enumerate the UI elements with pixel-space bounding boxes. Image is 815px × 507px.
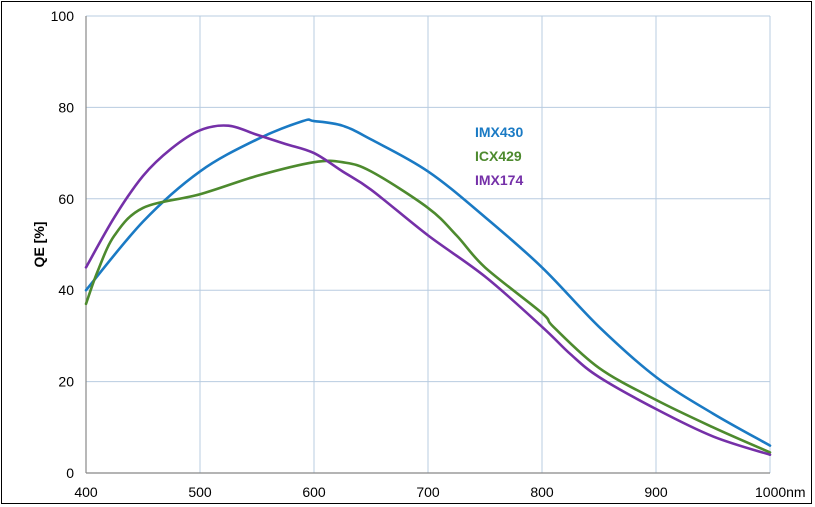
legend-item-imx174: IMX174 (475, 172, 523, 188)
x-tick-label: 900 (644, 484, 668, 500)
y-tick-label: 80 (58, 99, 74, 115)
y-axis-ticks: 0 20 40 60 80 100 (51, 8, 75, 481)
x-axis-ticks: 400 500 600 700 800 900 1000nm (74, 484, 805, 500)
grid (85, 15, 771, 474)
y-tick-label: 60 (58, 191, 74, 207)
series-lines (84, 118, 772, 456)
legend: IMX430 ICX429 IMX174 (475, 124, 523, 188)
x-tick-label: 500 (188, 484, 212, 500)
y-tick-label: 100 (51, 8, 75, 24)
y-axis-label: QE [%] (31, 222, 47, 268)
series-line-icx429 (84, 159, 772, 454)
y-tick-label: 20 (58, 374, 74, 390)
series-line-imx174 (84, 124, 772, 456)
x-tick-label: 600 (302, 484, 326, 500)
x-tick-label: 400 (74, 484, 98, 500)
y-tick-label: 40 (58, 282, 74, 298)
y-tick-label: 0 (66, 465, 74, 481)
x-tick-label: 800 (530, 484, 554, 500)
x-tick-label: 700 (416, 484, 440, 500)
legend-item-icx429: ICX429 (475, 148, 522, 164)
legend-item-imx430: IMX430 (475, 124, 523, 140)
series-line-imx430 (84, 118, 772, 447)
x-tick-label: 1000nm (755, 484, 806, 500)
